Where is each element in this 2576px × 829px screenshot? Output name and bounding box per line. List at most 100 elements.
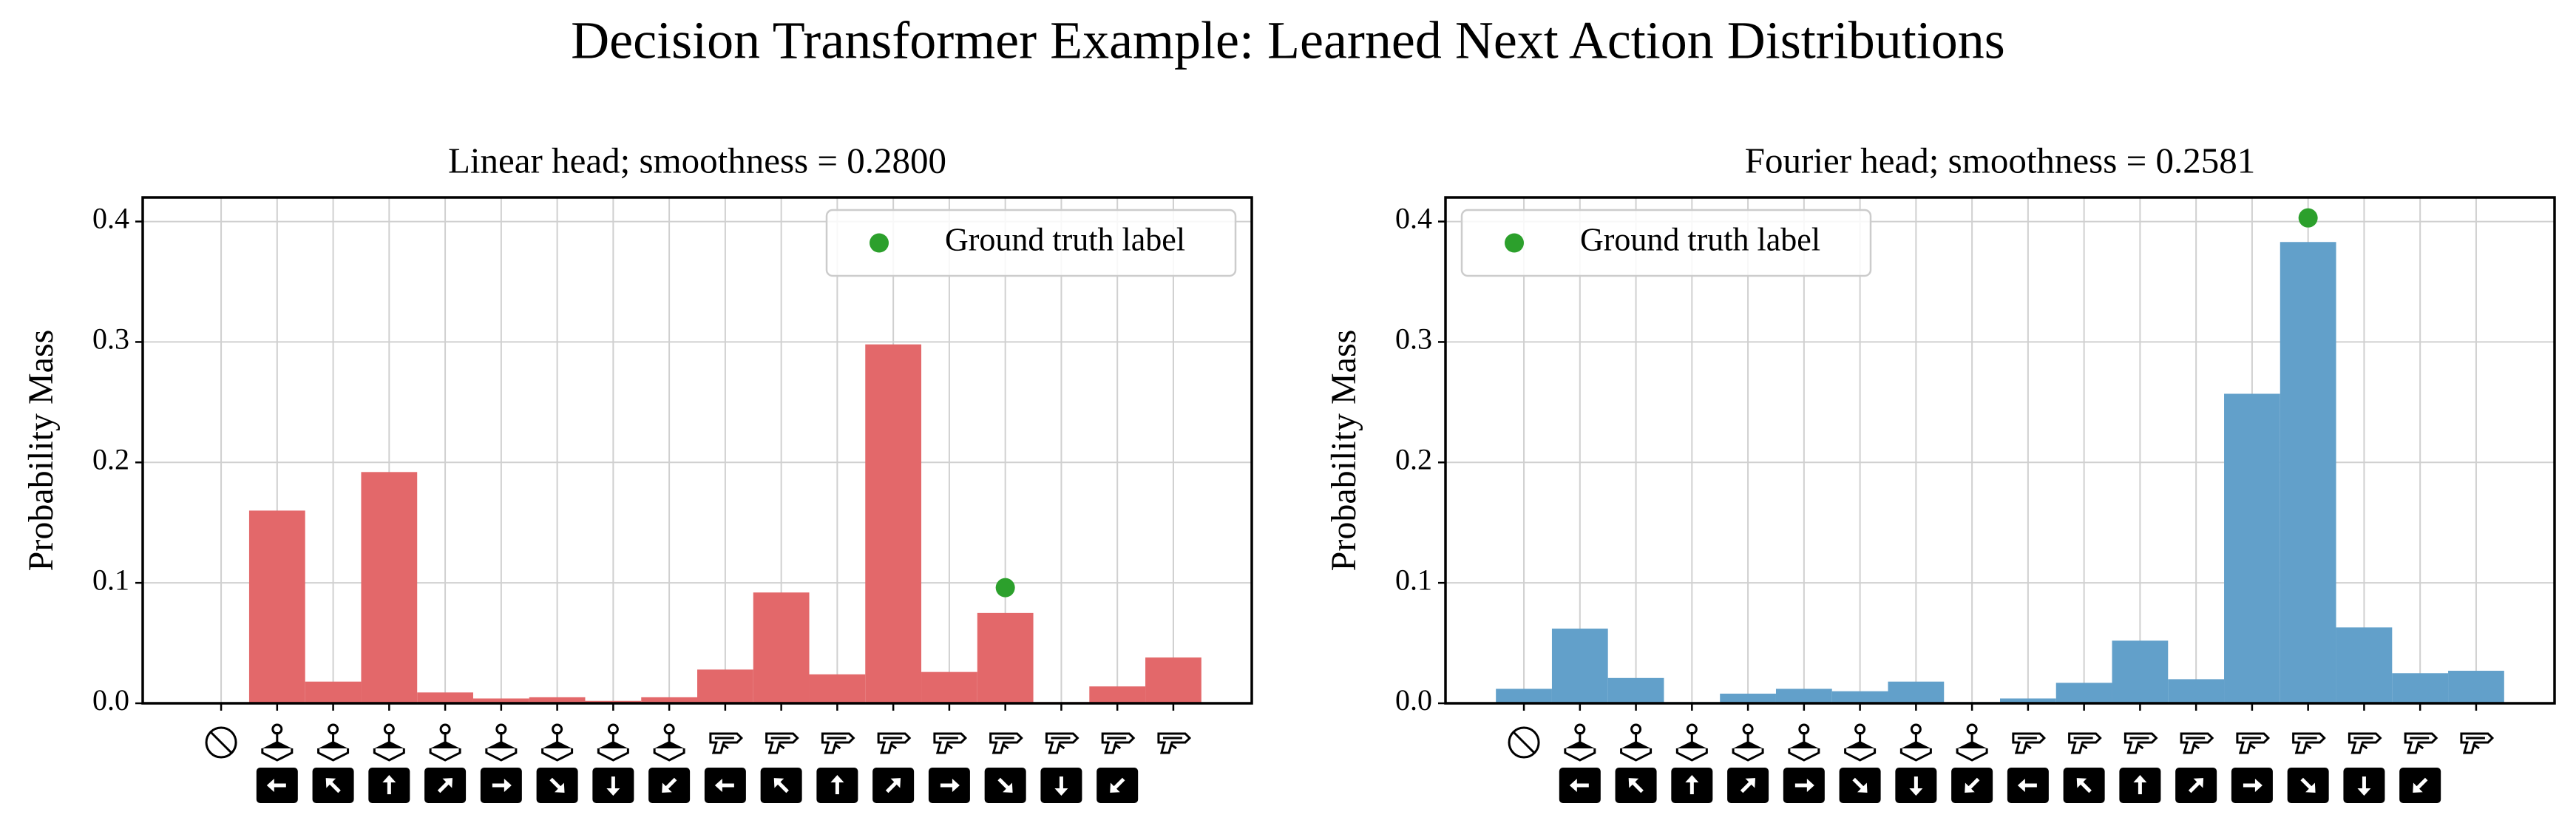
gun-trigger [2416, 742, 2424, 750]
arrow-head [1628, 778, 1639, 788]
arrow [2076, 778, 2092, 794]
joystick-knob [439, 723, 451, 735]
arrow [266, 779, 286, 792]
arrow [830, 775, 844, 794]
arrow-head [1965, 782, 1975, 793]
joystick-knob [383, 723, 395, 735]
arrow-head [952, 779, 960, 792]
subplot-title: Linear head; smoothness = 0.2800 [448, 140, 946, 180]
joystick-icon [1899, 723, 1932, 762]
legend-box [825, 209, 1237, 277]
noop-slash [1512, 731, 1536, 754]
arrow-key [2007, 768, 2049, 803]
joystick-knob [663, 723, 675, 735]
bar [2448, 671, 2504, 703]
gun-body [989, 732, 1023, 754]
arrow [1965, 777, 1980, 793]
gun-icon [933, 732, 968, 754]
arrow-head [1054, 788, 1068, 796]
y-tick-label: 0.0 [1395, 683, 1432, 717]
gun-body [2292, 732, 2326, 754]
arrow-head [2133, 775, 2147, 782]
arrow-key [872, 768, 915, 803]
joystick-side [317, 748, 350, 762]
bar [417, 692, 473, 703]
y-tick-label: 0.4 [92, 202, 129, 235]
joystick-knob [271, 723, 283, 735]
joystick-knob [552, 723, 563, 735]
arrow-key [2175, 768, 2217, 803]
gun-body [933, 732, 968, 754]
gun-icon [2460, 732, 2495, 754]
y-tick-label: 0.1 [1395, 563, 1432, 596]
legend-marker [870, 233, 889, 253]
gun-body [1101, 732, 1136, 754]
arrow [1628, 778, 1644, 794]
joystick-icon [261, 723, 294, 762]
arrow-head [1003, 782, 1013, 793]
gun-icon [2068, 732, 2102, 754]
bar [977, 612, 1034, 703]
gun-trigger [2024, 742, 2032, 750]
arrow-key [2119, 768, 2161, 803]
legend-label: Ground truth label [945, 222, 1185, 258]
bar [2280, 242, 2336, 703]
joystick-side [485, 748, 518, 762]
bar [641, 697, 697, 703]
arrow-head [2193, 778, 2204, 788]
gun-icon [1157, 732, 1192, 754]
legend-box [1460, 209, 1872, 277]
axes-frame [141, 196, 1253, 705]
arrow-head [325, 778, 336, 788]
arrow [325, 778, 341, 794]
gun-icon [709, 732, 744, 754]
arrow-head [714, 779, 722, 792]
joystick-knob [1742, 723, 1754, 735]
figure-title: Decision Transformer Example: Learned Ne… [571, 11, 2005, 70]
joystick-side [1956, 748, 1988, 762]
joystick-icon [1844, 723, 1877, 762]
joystick-side [1564, 748, 1596, 762]
gun-icon [989, 732, 1023, 754]
joystick-side [1675, 748, 1708, 762]
bar [248, 510, 305, 703]
bar [529, 697, 586, 703]
gun-trigger [2360, 742, 2368, 750]
bar [1888, 681, 1945, 703]
gun-body [2123, 732, 2158, 754]
arrow [382, 775, 396, 794]
joystick-icon [1788, 723, 1820, 762]
noop-icon [1508, 726, 1540, 759]
arrow-key [1097, 768, 1139, 803]
arrow [2188, 778, 2204, 794]
arrow-key [2231, 768, 2273, 803]
arrow [1909, 776, 1923, 796]
joystick-side [597, 748, 629, 762]
gun-trigger [1114, 742, 1122, 750]
gun-icon [765, 732, 799, 754]
arrow [2413, 777, 2428, 793]
joystick-icon [1732, 723, 1764, 762]
joystick-icon [1564, 723, 1596, 762]
joystick-knob [495, 723, 507, 735]
y-tick-label: 0.1 [92, 563, 129, 596]
y-tick-label: 0.2 [1395, 442, 1432, 476]
gun-trigger [889, 742, 898, 750]
arrow [437, 778, 453, 794]
gun-trigger [2304, 742, 2312, 750]
gun-trigger [833, 742, 841, 750]
bar [2000, 698, 2056, 703]
bar [2112, 640, 2169, 703]
gun-body [2404, 732, 2438, 754]
joystick-knob [1574, 723, 1586, 735]
ground-truth-point [995, 578, 1015, 598]
noop-icon [205, 726, 237, 759]
bar [2392, 673, 2449, 703]
bar [1720, 693, 1776, 703]
noop-slash [209, 731, 233, 754]
arrow-head [1110, 782, 1120, 793]
joystick-icon [1956, 723, 1988, 762]
gun-icon [2123, 732, 2158, 754]
subplot: Linear head; smoothness = 0.2800 Probabil… [21, 140, 1253, 803]
arrow [549, 777, 565, 793]
